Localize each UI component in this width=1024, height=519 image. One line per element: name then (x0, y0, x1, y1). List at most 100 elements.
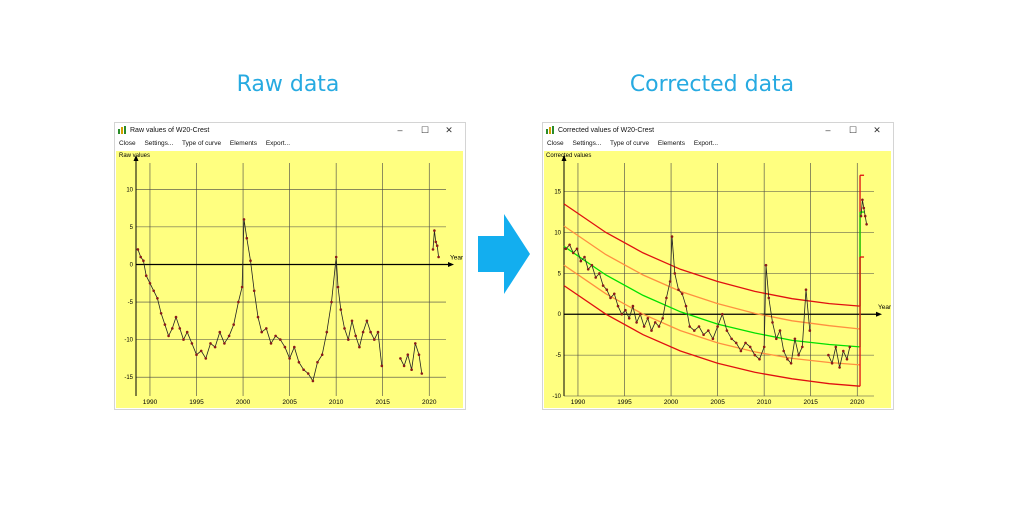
raw-data-point (227, 334, 231, 338)
menu-close[interactable]: Close (119, 140, 136, 147)
band-trend (563, 245, 861, 348)
corrected-window-title: Corrected values of W20-Crest (558, 127, 655, 134)
band-lower-inner (563, 264, 861, 366)
menu-elements[interactable]: Elements (657, 140, 685, 147)
corrected-data-point (862, 206, 866, 210)
corrected-data-point (639, 312, 642, 316)
x-tick-label: 1990 (571, 399, 586, 406)
corrected-values-chart: 1990 1995 2000 2005 2010 2015 2020 15 10 5 0 -5 -10 Y… (552, 155, 895, 406)
minimize-icon[interactable]: – (825, 125, 831, 135)
corrected-data-point (702, 333, 705, 336)
corrected-data-point (775, 337, 778, 341)
menu-settings[interactable]: Settings... (572, 140, 602, 147)
corrected-data-point (646, 317, 650, 320)
raw-data-point (330, 300, 333, 304)
corrected-menubar: Close Settings... Type of curve Elements… (543, 138, 893, 150)
raw-data-point (320, 353, 324, 356)
y-tick-label: 5 (558, 271, 562, 277)
x-tick-label: 2005 (282, 399, 297, 406)
raw-data-point (431, 248, 435, 251)
corrected-data-point (635, 321, 638, 324)
menu-type-of-curve[interactable]: Type of curve (610, 140, 650, 147)
corrected-data-heading: Corrected data (629, 72, 795, 97)
raw-data-point (139, 255, 142, 259)
corrected-data-point (605, 288, 609, 291)
corrected-data-point (620, 312, 623, 316)
menu-elements[interactable]: Elements (229, 140, 257, 147)
y-tick-label: 0 (130, 262, 134, 268)
raw-data-point (237, 300, 240, 304)
raw-data-point (288, 357, 291, 360)
raw-data-point (433, 229, 436, 232)
x-tick-label: 2015 (375, 399, 390, 406)
x-axis-label: Years (878, 304, 891, 311)
corrected-data-point (684, 304, 688, 308)
corrected-data-point (613, 292, 616, 296)
maximize-icon[interactable]: ☐ (848, 125, 858, 135)
raw-menubar: Close Settings... Type of curve Elements… (115, 138, 465, 150)
band-upper-outer (563, 203, 861, 307)
raw-data-point (354, 334, 357, 338)
raw-data-point (152, 289, 155, 293)
raw-data-point (232, 323, 235, 326)
corrected-data-point (586, 268, 590, 271)
corrected-data-point (762, 345, 766, 349)
corrected-data-point (778, 329, 782, 332)
corrected-data-point (859, 214, 863, 218)
corrected-data-point (650, 329, 653, 332)
menu-settings[interactable]: Settings... (144, 140, 174, 147)
x-tick-label: 2020 (850, 399, 865, 406)
corrected-data-point (771, 321, 774, 324)
corrected-data-point (838, 366, 841, 369)
corrected-data-point (670, 235, 674, 238)
corrected-window-titlebar[interactable]: Corrected values of W20-Crest – ☐ ✕ (543, 123, 893, 138)
right-arrow-icon (478, 214, 530, 294)
raw-data-point (269, 342, 273, 345)
y-tick-label: -5 (128, 300, 134, 306)
raw-window-titlebar[interactable]: Raw values of W20-Crest – ☐ ✕ (115, 123, 465, 138)
raw-data-point (256, 315, 260, 319)
corrected-y-axis-label: Corrected values (546, 153, 592, 159)
y-axis-arrow (561, 155, 567, 161)
y-tick-label: 0 (558, 312, 562, 318)
menu-type-of-curve[interactable]: Type of curve (182, 140, 222, 147)
corrected-data-point (808, 329, 812, 332)
menu-close[interactable]: Close (547, 140, 564, 147)
x-tick-label: 2000 (664, 399, 679, 406)
raw-data-point (142, 259, 145, 262)
maximize-icon[interactable]: ☐ (420, 125, 430, 135)
raw-data-point (190, 342, 194, 345)
close-icon[interactable]: ✕ (445, 125, 453, 135)
corrected-data-point (782, 349, 785, 353)
menu-export[interactable]: Export... (265, 140, 291, 147)
minimize-icon[interactable]: – (397, 125, 403, 135)
raw-data-point (144, 274, 148, 277)
corrected-data-point (693, 329, 696, 332)
y-tick-label: 5 (130, 225, 134, 231)
y-tick-label: -10 (124, 338, 133, 344)
close-icon[interactable]: ✕ (873, 125, 881, 135)
raw-data-point (218, 330, 222, 334)
raw-data-point (350, 319, 354, 323)
corrected-data-point (789, 362, 793, 365)
corrected-data-point (797, 353, 800, 357)
raw-data-point (325, 330, 329, 334)
raw-data-point (209, 342, 212, 345)
corrected-data-point (786, 357, 789, 361)
raw-data-point (316, 360, 319, 364)
raw-data-point (159, 312, 163, 315)
corrected-data-point (661, 317, 664, 320)
menu-export[interactable]: Export... (693, 140, 719, 147)
raw-data-point (399, 357, 402, 360)
corrected-data-point (616, 304, 620, 308)
y-tick-label: 10 (554, 230, 561, 236)
raw-data-point (242, 218, 246, 221)
raw-data-point (178, 327, 182, 330)
x-tick-label: 2010 (757, 399, 772, 406)
raw-plot-area: Raw values 1990 1995 2000 2005 2010 2015 2020 1… (116, 151, 467, 408)
raw-data-point (156, 297, 159, 300)
raw-data-point (213, 345, 217, 349)
corrected-data-point (767, 296, 771, 300)
corrected-data-point (725, 329, 729, 332)
raw-data-point (435, 244, 439, 247)
